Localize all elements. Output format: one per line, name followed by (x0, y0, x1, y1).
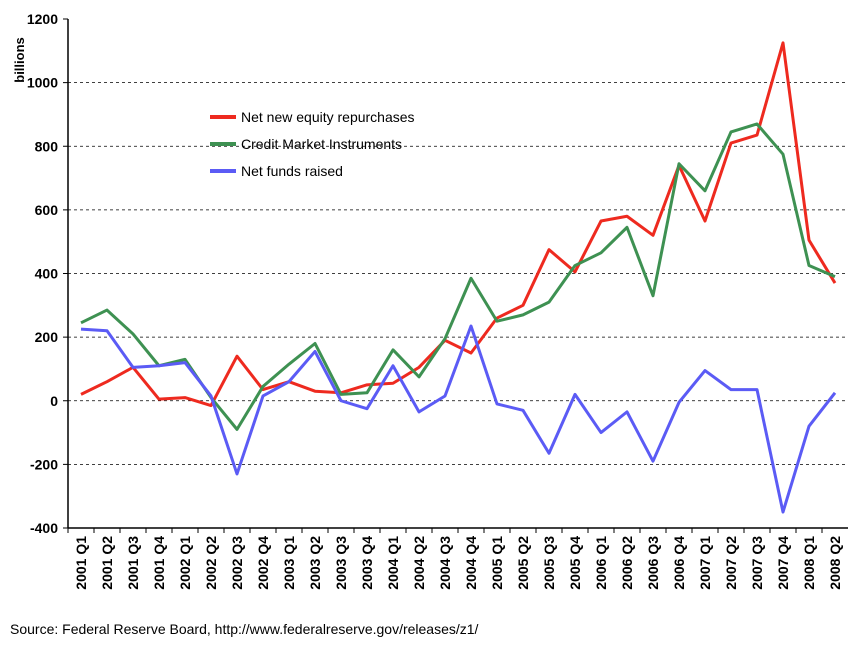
y-tick-label: 1200 (27, 11, 58, 27)
y-tick-label: -200 (30, 456, 58, 472)
y-tick-label: 400 (35, 266, 59, 282)
x-tick-label: 2005 Q3 (541, 536, 557, 590)
y-tick-label: -400 (30, 520, 58, 536)
x-tick-label: 2001 Q3 (125, 536, 141, 590)
x-tick-label: 2008 Q2 (827, 536, 843, 590)
x-tick-label: 2004 Q3 (437, 536, 453, 590)
x-tick-label: 2006 Q4 (671, 536, 687, 590)
y-axis-label: billions (12, 37, 27, 83)
source: Source: Federal Reserve Board, http://ww… (10, 621, 479, 637)
x-tick-label: 2007 Q2 (723, 536, 739, 590)
series-line (80, 324, 837, 514)
y-tick-label: 800 (35, 138, 59, 154)
x-tick-label: 2002 Q3 (229, 536, 245, 590)
x-tick-label: 2003 Q1 (281, 536, 297, 590)
y-tick-label: 1000 (27, 75, 58, 91)
x-tick-label: 2008 Q1 (801, 536, 817, 590)
x-tick-label: 2003 Q3 (333, 536, 349, 590)
x-tick-label: 2004 Q1 (385, 536, 401, 590)
x-tick-label: 2005 Q4 (567, 536, 583, 590)
x-tick-label: 2006 Q3 (645, 536, 661, 590)
legend-label: Credit Market Instruments (241, 136, 402, 152)
x-tick-label: 2005 Q1 (489, 536, 505, 590)
x-tick-label: 2002 Q2 (203, 536, 219, 590)
x-tick-label: 2004 Q4 (463, 536, 479, 590)
x-tick-label: 2005 Q2 (515, 536, 531, 590)
x-tick-label: 2001 Q2 (99, 536, 115, 590)
series-line (80, 41, 837, 408)
x-tick-label: 2001 Q1 (73, 536, 89, 590)
x-tick-label: 2007 Q4 (775, 536, 791, 590)
x-tick-label: 2004 Q2 (411, 536, 427, 590)
y-tick-label: 200 (35, 329, 59, 345)
y-tick-label: 600 (35, 202, 59, 218)
x-tick-label: 2002 Q1 (177, 536, 193, 590)
x-tick-label: 2006 Q2 (619, 536, 635, 590)
x-tick-label: 2002 Q4 (255, 536, 271, 590)
x-tick-label: 2001 Q4 (151, 536, 167, 590)
legend-label: Net new equity repurchases (241, 109, 415, 125)
x-tick-label: 2003 Q4 (359, 536, 375, 590)
x-tick-label: 2006 Q1 (593, 536, 609, 590)
legend-label: Net funds raised (241, 163, 343, 179)
x-tick-label: 2007 Q1 (697, 536, 713, 590)
y-tick-label: 0 (50, 393, 58, 409)
x-tick-label: 2003 Q2 (307, 536, 323, 590)
x-tick-label: 2007 Q3 (749, 536, 765, 590)
